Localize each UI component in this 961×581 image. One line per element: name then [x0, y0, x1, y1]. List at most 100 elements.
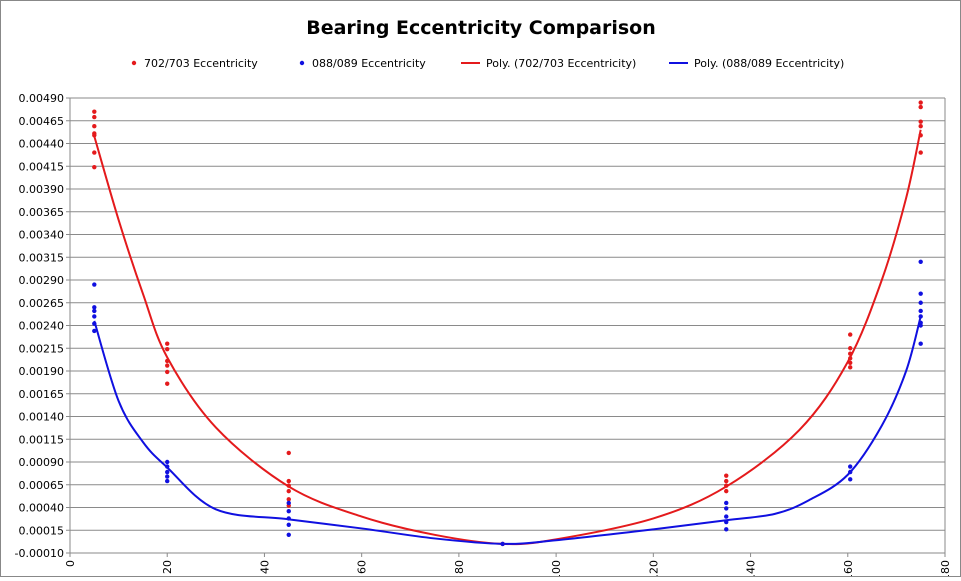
x-tick-label: 160 — [842, 560, 855, 576]
x-tick-label: 120 — [647, 560, 660, 576]
data-point — [165, 369, 170, 375]
data-point — [92, 124, 97, 129]
data-point — [848, 365, 853, 370]
data-point — [724, 473, 729, 478]
data-point — [92, 321, 97, 326]
y-axis-ticks: 0.00490 0.00465 0.00440 0.00415 0.00390 0.003… — [15, 92, 70, 560]
data-point — [918, 314, 923, 319]
data-point — [918, 341, 923, 346]
data-point — [848, 469, 853, 475]
y-tick-label: 0.00465 — [19, 115, 65, 128]
legend-label: Poly. (702/703 Eccentricity) — [486, 57, 636, 70]
x-tick-label: 80 — [453, 560, 466, 574]
data-point — [918, 104, 923, 110]
data-point — [286, 497, 291, 502]
data-point — [286, 508, 291, 514]
y-tick-label: -0.00010 — [15, 547, 64, 560]
data-point — [724, 527, 729, 532]
data-point — [918, 308, 923, 314]
data-point — [92, 314, 97, 319]
data-point — [286, 522, 291, 527]
y-tick-label: 0.00290 — [19, 274, 65, 287]
data-point — [165, 469, 170, 475]
data-point — [500, 541, 505, 547]
data-point — [848, 360, 853, 366]
legend: 702/703 Eccentricity 088/089 Eccentricity… — [131, 57, 844, 70]
data-point — [165, 459, 170, 465]
y-tick-label: 0.00165 — [19, 388, 65, 401]
trendlines — [93, 129, 922, 546]
x-tick-label: 0 — [64, 560, 77, 567]
y-tick-label: 0.00340 — [19, 229, 65, 242]
y-tick-label: 0.00040 — [19, 502, 65, 515]
legend-dot-marker — [299, 60, 305, 66]
data-point — [918, 291, 923, 296]
data-point — [724, 500, 729, 506]
data-point — [724, 519, 729, 525]
data-point — [92, 308, 97, 314]
y-tick-label: 0.00090 — [19, 456, 65, 469]
data-point — [848, 351, 853, 356]
data-point — [918, 300, 923, 305]
y-tick-label: 0.00115 — [19, 433, 65, 446]
data-point — [165, 381, 170, 386]
data-point — [286, 478, 291, 484]
data-point — [918, 323, 923, 328]
legend-label: Poly. (088/089 Eccentricity) — [694, 57, 844, 70]
x-tick-label: 20 — [161, 560, 174, 574]
y-tick-label: 0.00190 — [19, 365, 65, 378]
x-tick-label: 180 — [939, 560, 952, 576]
data-point — [286, 500, 291, 506]
data-point — [918, 119, 923, 124]
trendline-2 — [93, 129, 922, 546]
data-point — [286, 450, 291, 456]
data-point — [724, 478, 729, 484]
y-tick-label: 0.00440 — [19, 138, 65, 151]
data-point — [724, 514, 729, 519]
data-point — [92, 114, 97, 120]
data-point — [92, 133, 97, 138]
x-axis-ticks: 0 20 40 60 80 100 120 140 160 180 — [64, 553, 952, 581]
data-point — [165, 363, 170, 368]
data-point — [165, 478, 170, 484]
legend-dot-marker — [131, 60, 137, 66]
data-point — [165, 358, 170, 364]
data-point — [918, 133, 923, 138]
data-point — [848, 477, 853, 482]
y-tick-label: 0.00390 — [19, 183, 65, 196]
y-tick-label: 0.00140 — [19, 411, 65, 424]
data-point — [92, 282, 97, 287]
y-tick-label: 0.00065 — [19, 479, 65, 492]
data-point — [724, 506, 729, 511]
legend-label: 702/703 Eccentricity — [144, 57, 258, 70]
x-tick-label: 40 — [258, 560, 271, 574]
data-point — [92, 109, 97, 114]
data-point — [286, 516, 291, 521]
gridlines — [69, 97, 946, 554]
y-tick-label: 0.00240 — [19, 320, 65, 333]
data-point — [918, 124, 923, 129]
data-point — [165, 474, 170, 479]
data-point — [286, 532, 291, 537]
data-point — [848, 346, 853, 351]
y-tick-label: 0.00265 — [19, 297, 65, 310]
y-tick-label: 0.00415 — [19, 160, 65, 173]
data-point — [918, 150, 923, 155]
data-point — [92, 150, 97, 155]
chart-title: Bearing Eccentricity Comparison — [306, 17, 656, 39]
trendline-3 — [93, 316, 922, 545]
data-points — [92, 100, 923, 547]
data-point — [92, 328, 97, 334]
data-point — [848, 356, 853, 361]
data-point — [286, 483, 291, 488]
data-point — [724, 483, 729, 488]
data-point — [165, 346, 170, 352]
data-point — [918, 259, 923, 264]
y-tick-label: 0.00315 — [19, 251, 65, 264]
x-tick-label: 60 — [356, 560, 369, 574]
x-tick-label: 140 — [745, 560, 758, 576]
y-tick-label: 0.00490 — [19, 92, 65, 105]
data-point — [92, 164, 97, 170]
